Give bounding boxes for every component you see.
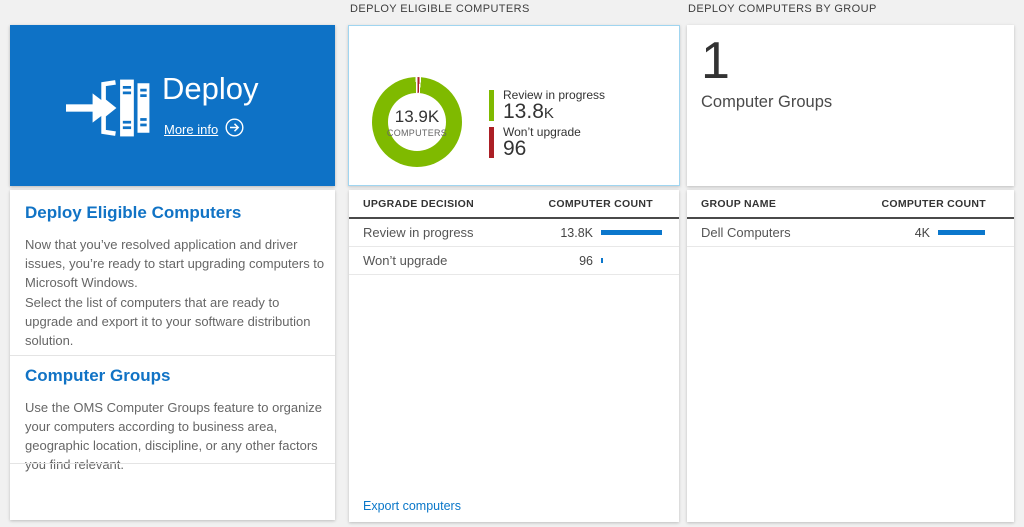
more-info-label: More info — [164, 121, 219, 137]
group-count-value: 1 — [701, 32, 730, 90]
upgrade-decision-table-panel: UPGRADE DECISION COMPUTER COUNT Review i… — [349, 190, 679, 522]
more-info-link[interactable]: More info — [164, 118, 244, 140]
row-label: Review in progress — [363, 225, 474, 240]
eligible-computers-chart-card[interactable]: 13.9K COMPUTERS Review in progress 13.8K… — [348, 25, 680, 186]
legend-value-suffix: K — [543, 105, 554, 122]
deploy-books-arrow-icon — [66, 77, 154, 144]
divider — [10, 463, 335, 464]
row-value: 4K — [914, 225, 930, 240]
legend-value: 96 — [503, 137, 581, 161]
heading-deploy-eligible-computers: Deploy Eligible Computers — [25, 203, 242, 222]
export-computers-link[interactable]: Export computers — [363, 499, 461, 513]
group-count-label: Computer Groups — [701, 93, 833, 111]
legend-value-number: 96 — [503, 137, 527, 160]
donut-total-value: 13.9K — [394, 106, 440, 126]
legend-label: Won’t upgrade — [503, 125, 581, 139]
count-bar — [601, 230, 662, 235]
donut-center: 13.9K COMPUTERS — [386, 93, 448, 151]
group-name-table-panel: GROUP NAME COMPUTER COUNT Dell Computers… — [687, 190, 1014, 522]
column-header-computer-count: COMPUTER COUNT — [881, 197, 986, 210]
row-value: 13.8K — [560, 225, 593, 240]
row-label: Won’t upgrade — [363, 253, 448, 268]
count-bar — [601, 258, 603, 263]
donut-legend: Review in progress 13.8K Won’t upgrade 9… — [489, 88, 605, 162]
row-label: Dell Computers — [701, 225, 791, 240]
count-bar-track — [601, 258, 665, 263]
computers-donut-chart[interactable]: 13.9K COMPUTERS — [372, 77, 462, 167]
paragraph-resolved-issues: Now that you’ve resolved application and… — [25, 237, 325, 290]
table-header-row: GROUP NAME COMPUTER COUNT — [687, 190, 1014, 219]
section-title-deploy-eligible-computers: DEPLOY ELIGIBLE COMPUTERS — [350, 3, 530, 15]
table-header-row: UPGRADE DECISION COMPUTER COUNT — [349, 190, 679, 219]
tile-title: Deploy — [162, 71, 259, 106]
divider — [10, 355, 335, 356]
deploy-tile[interactable]: Deploy More info — [10, 25, 335, 186]
legend-value-number: 13.8 — [503, 100, 544, 123]
legend-value: 13.8K — [503, 100, 605, 124]
column-header-computer-count: COMPUTER COUNT — [548, 197, 653, 210]
row-value: 96 — [579, 253, 593, 268]
paragraph-select-list: Select the list of computers that are re… — [25, 295, 311, 348]
column-header-upgrade-decision: UPGRADE DECISION — [363, 197, 474, 210]
count-bar-track — [601, 230, 665, 235]
heading-computer-groups: Computer Groups — [25, 366, 171, 385]
paragraph-oms-groups: Use the OMS Computer Groups feature to o… — [25, 400, 322, 472]
legend-label: Review in progress — [503, 88, 606, 102]
legend-swatch-green — [489, 90, 494, 121]
count-bar — [938, 230, 985, 235]
computer-groups-card[interactable]: 1 Computer Groups — [687, 25, 1014, 186]
column-header-group-name: GROUP NAME — [701, 197, 777, 210]
table-row[interactable]: Review in progress 13.8K — [349, 219, 679, 247]
legend-item-review-in-progress: Review in progress 13.8K — [489, 88, 605, 124]
legend-swatch-red — [489, 127, 494, 158]
table-row[interactable]: Won’t upgrade 96 — [349, 247, 679, 275]
table-row[interactable]: Dell Computers 4K — [687, 219, 1014, 247]
donut-total-label: COMPUTERS — [386, 127, 448, 138]
count-bar-track — [938, 230, 988, 235]
legend-item-wont-upgrade: Won’t upgrade 96 — [489, 125, 605, 161]
deploy-description-panel: Deploy Eligible Computers Now that you’v… — [10, 190, 335, 520]
circle-arrow-right-icon — [225, 118, 244, 140]
section-title-deploy-computers-by-group: DEPLOY COMPUTERS BY GROUP — [688, 3, 877, 15]
